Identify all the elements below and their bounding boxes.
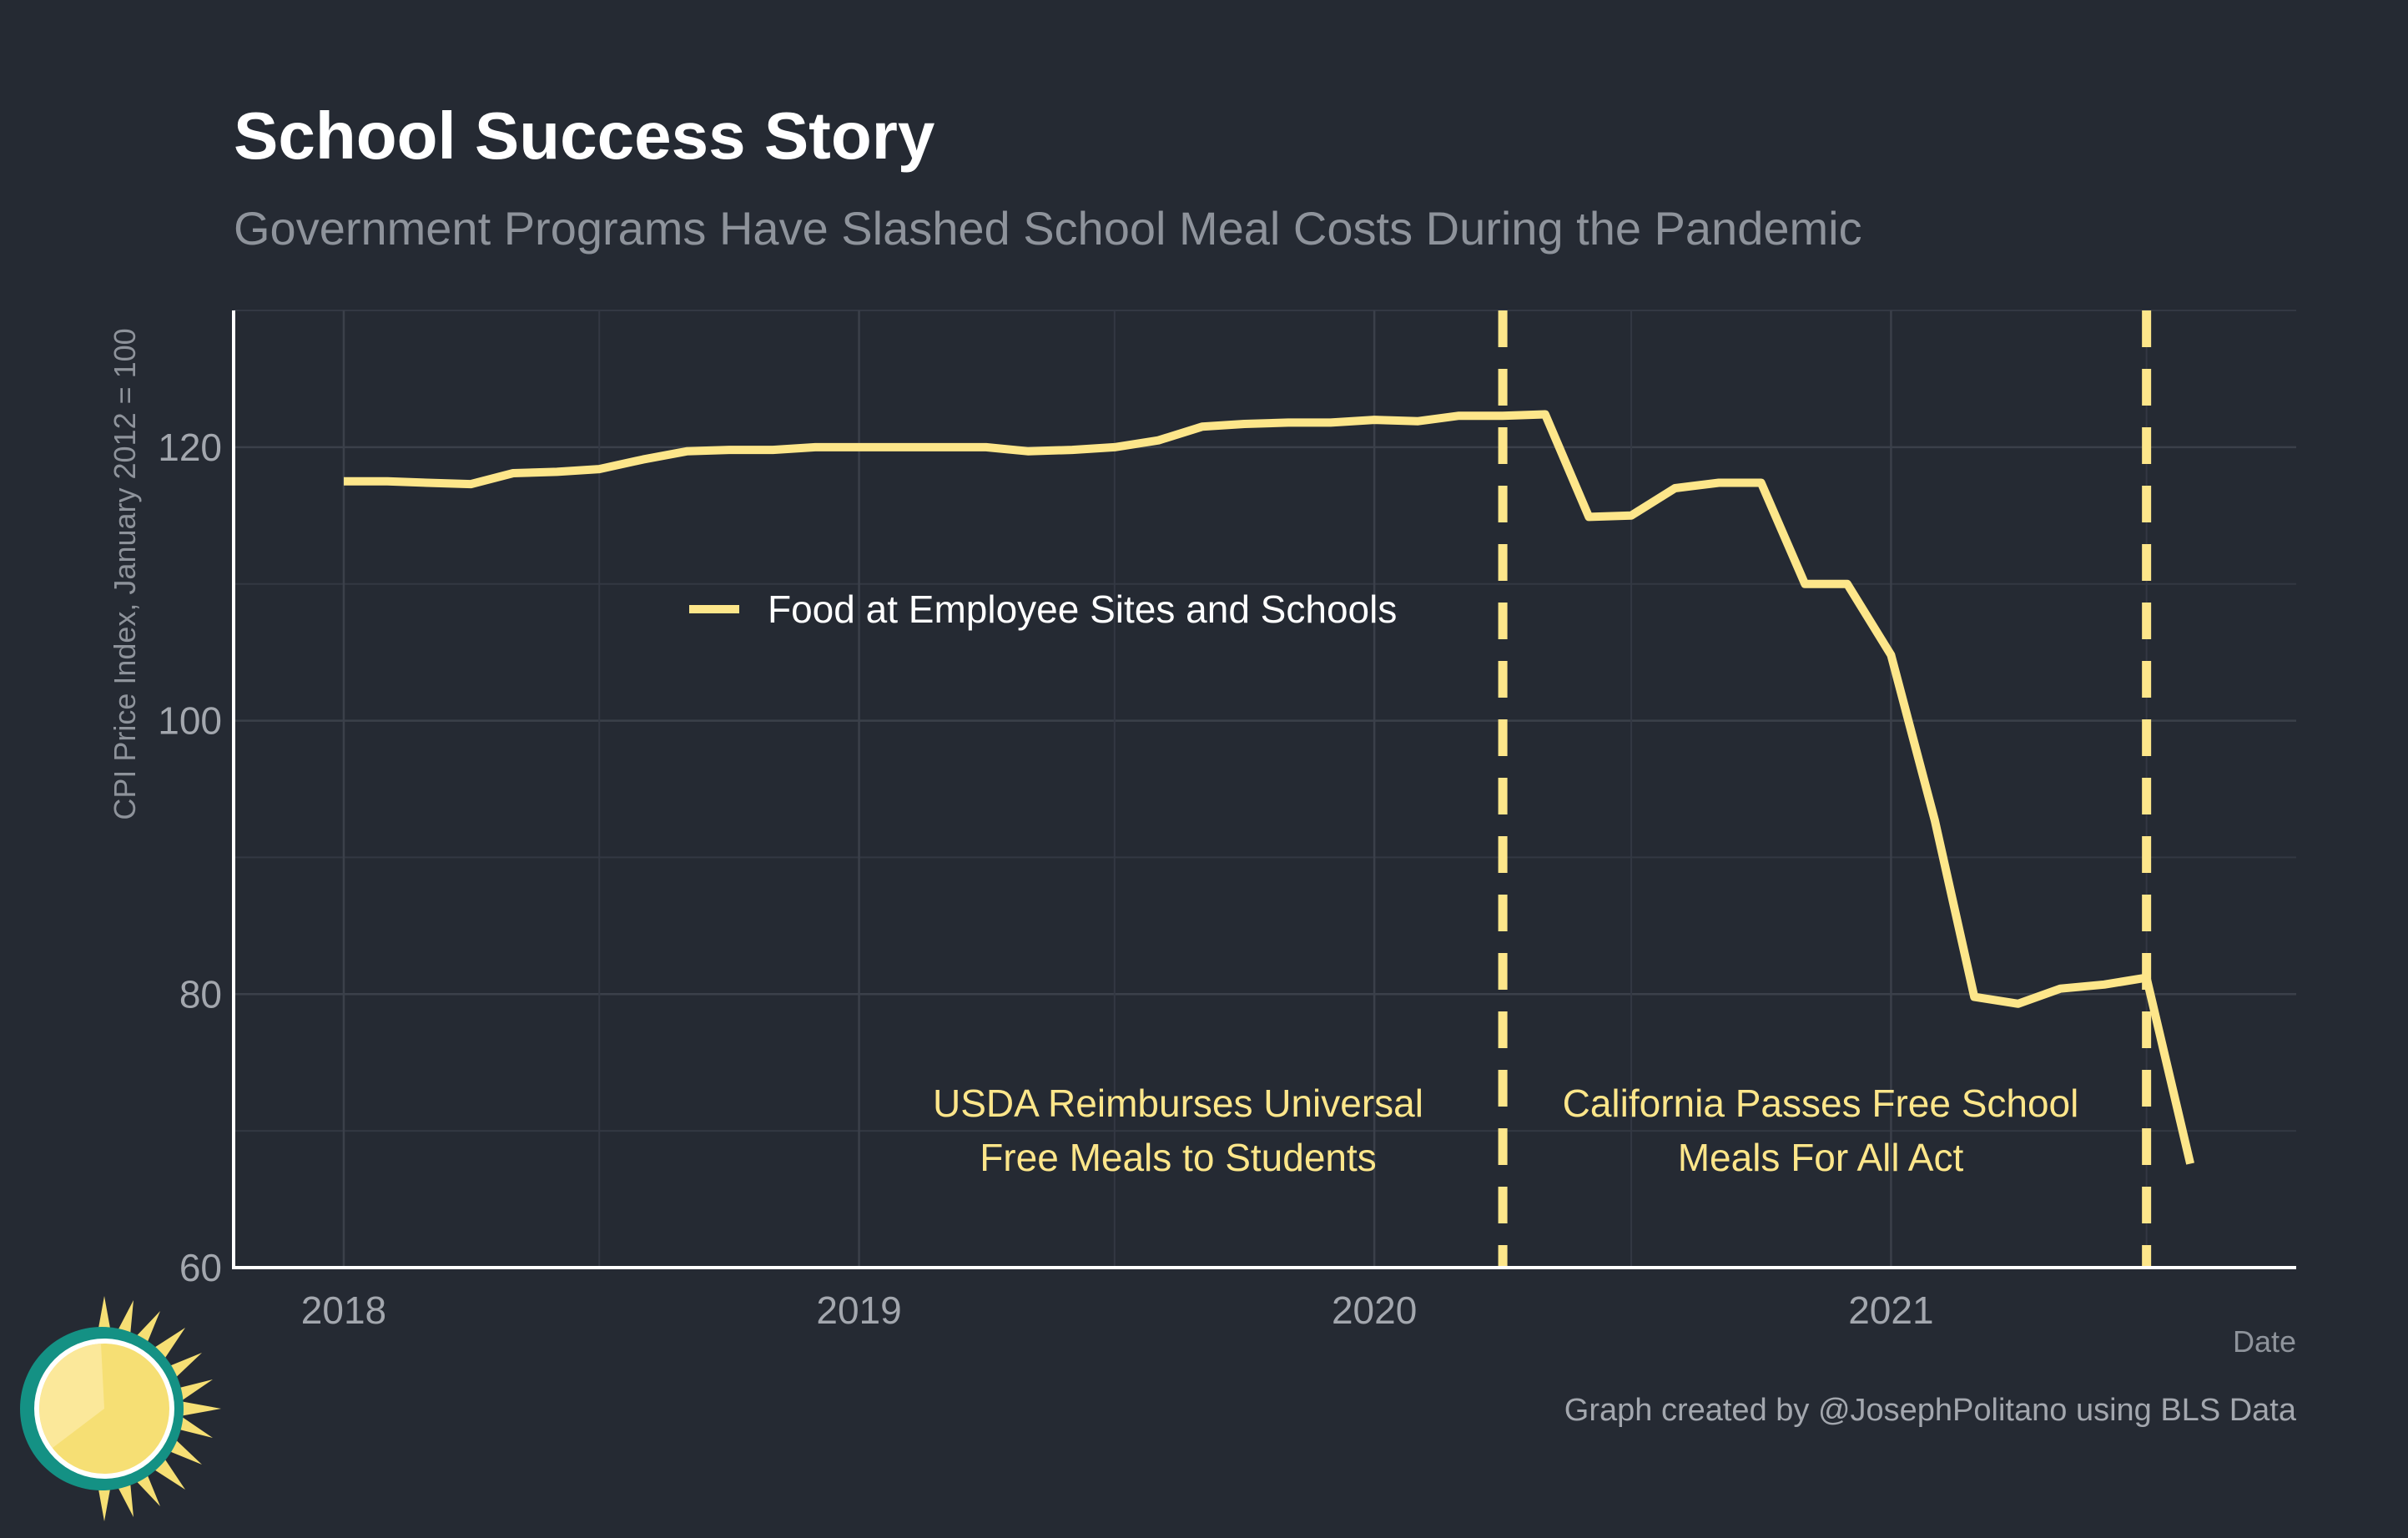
legend-label: Food at Employee Sites and Schools: [768, 587, 1397, 631]
annotation-label-2: California Passes Free School Meals For A…: [1563, 1082, 2079, 1179]
y-axis-title: CPI Price Index, January 2012 = 100: [108, 328, 142, 819]
x-tick-label: 2019: [816, 1288, 901, 1332]
chart-subtitle: Government Programs Have Slashed School …: [234, 202, 1862, 255]
y-tick-label: 100: [158, 699, 222, 743]
y-tick-label: 120: [158, 426, 222, 469]
annotation-lines: [1498, 310, 2152, 1268]
x-tick-label: 2018: [301, 1288, 386, 1332]
y-tick-labels: 60 80 100 120: [158, 426, 222, 1289]
chart-title: School Success Story: [234, 98, 935, 173]
annotation-label-1: USDA Reimburses Universal Free Meals to S…: [933, 1082, 1423, 1179]
caption: Graph created by @JosephPolitano using B…: [1564, 1393, 2297, 1428]
y-tick-label: 60: [179, 1246, 222, 1289]
axes: [232, 310, 2296, 1269]
series-line-1: [344, 410, 2194, 1165]
sun-logo-icon: [20, 1296, 221, 1521]
x-tick-label: 2021: [1848, 1288, 1933, 1332]
annotations: USDA Reimburses Universal Free Meals to S…: [933, 1082, 2078, 1179]
x-tick-label: 2020: [1332, 1288, 1417, 1332]
x-tick-labels: 2018 2019 2020 2021: [301, 1288, 1934, 1332]
x-axis-title: Date: [2233, 1324, 2296, 1359]
legend: Food at Employee Sites and Schools: [689, 587, 1397, 631]
grid: [234, 310, 2296, 1269]
y-tick-label: 80: [179, 972, 222, 1016]
series-layer: [344, 410, 2194, 1165]
